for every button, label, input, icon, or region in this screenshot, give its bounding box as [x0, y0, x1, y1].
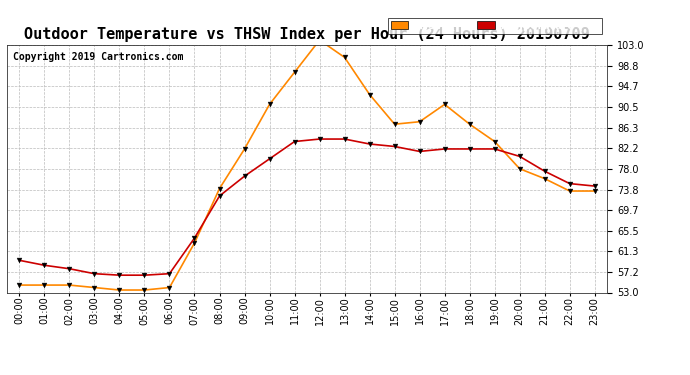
- Title: Outdoor Temperature vs THSW Index per Hour (24 Hours) 20190709: Outdoor Temperature vs THSW Index per Ho…: [24, 27, 590, 42]
- Text: Copyright 2019 Cartronics.com: Copyright 2019 Cartronics.com: [13, 53, 184, 63]
- Legend: THSW (°F), Temperature (°F): THSW (°F), Temperature (°F): [388, 18, 602, 34]
